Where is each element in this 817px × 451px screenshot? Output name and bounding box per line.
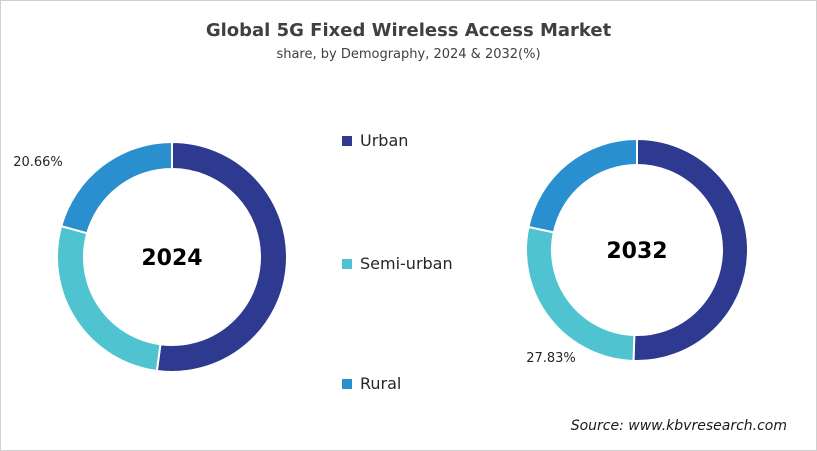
chart-title: Global 5G Fixed Wireless Access Market bbox=[205, 20, 612, 41]
legend-swatch bbox=[342, 258, 352, 269]
donut-slice-urban-2024 bbox=[155, 140, 288, 373]
legend-swatch bbox=[342, 135, 352, 146]
legend-label: Semi-urban bbox=[360, 254, 453, 273]
donut-slice-rural-2024 bbox=[60, 140, 173, 235]
legend-swatch bbox=[342, 378, 352, 389]
donut-center-label: 2032 bbox=[606, 239, 667, 264]
legend-item-semi-urban: Semi-urban bbox=[342, 254, 453, 273]
legend-label: Urban bbox=[360, 131, 409, 150]
legend-label: Rural bbox=[360, 374, 402, 393]
data-label-semi-urban: 27.83% bbox=[526, 351, 576, 366]
chart-subtitle: share, by Demography, 2024 & 2032(%) bbox=[276, 47, 541, 62]
data-label-rural: 20.66% bbox=[13, 155, 63, 170]
donut-center-label: 2024 bbox=[141, 246, 202, 271]
donut-slice-urban-2032 bbox=[632, 137, 749, 362]
legend-item-rural: Rural bbox=[342, 374, 401, 393]
donut-slice-rural-2032 bbox=[527, 137, 638, 234]
legend-item-urban: Urban bbox=[342, 131, 408, 150]
source-note: Source: www.kbvresearch.com bbox=[570, 418, 787, 434]
